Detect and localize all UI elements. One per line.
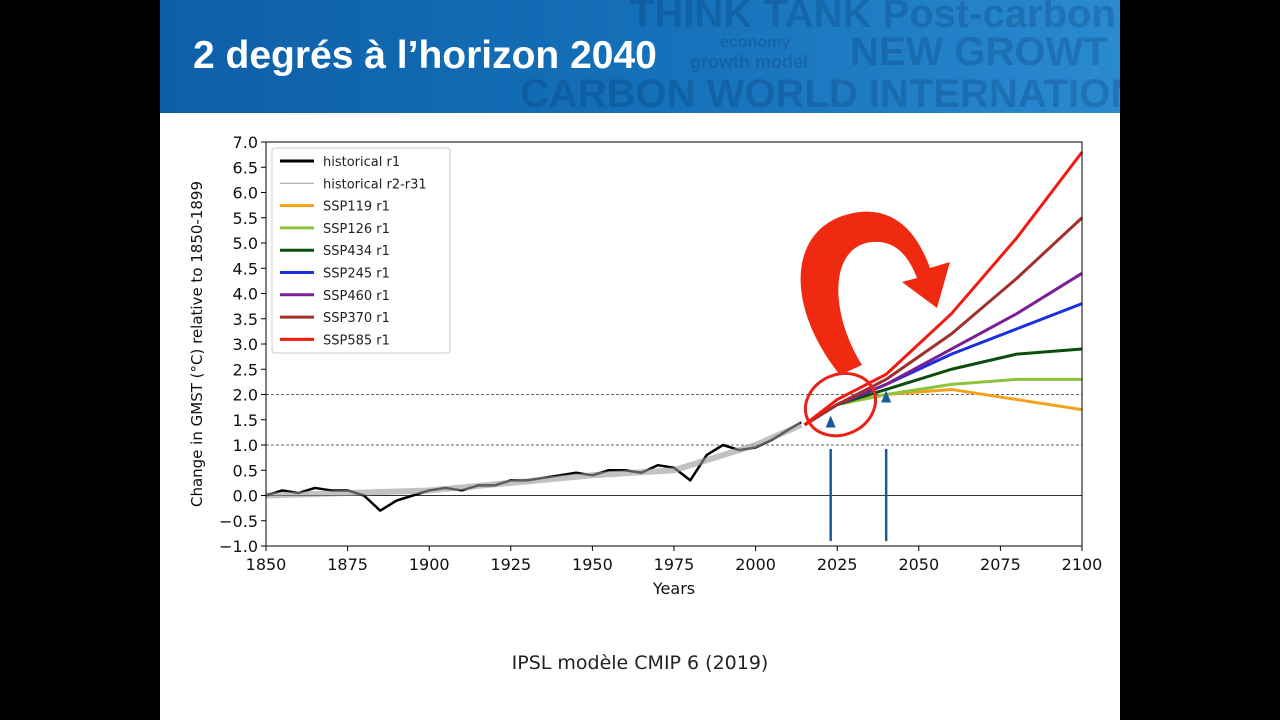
arrow-head-icon <box>825 415 836 428</box>
y-tick-label: 6.0 <box>233 184 258 203</box>
legend-label: SSP370 r1 <box>323 311 390 326</box>
y-tick-label: 3.5 <box>233 310 258 329</box>
series-line-SSP370-r1 <box>803 216 1084 427</box>
x-axis-label: Years <box>652 579 695 598</box>
y-tick-label: 1.0 <box>233 436 258 455</box>
y-tick-label: 7.0 <box>233 133 258 152</box>
watermark-text: NEW GROWT <box>850 30 1108 74</box>
legend-label: SSP245 r1 <box>323 267 390 282</box>
y-tick-label: −1.0 <box>219 537 258 556</box>
x-tick-label: 1850 <box>246 555 287 574</box>
x-tick-label: 1925 <box>490 555 531 574</box>
y-tick-label: 0.0 <box>233 487 258 506</box>
x-tick-label: 1875 <box>327 555 368 574</box>
y-tick-label: 4.0 <box>233 285 258 304</box>
watermark-text: THINK TANK Post-carbon W <box>630 0 1120 36</box>
y-tick-label: 6.5 <box>233 158 258 177</box>
slide-title: 2 degrés à l’horizon 2040 <box>193 34 657 77</box>
watermark-text: growth model <box>690 52 808 72</box>
y-tick-label: 0.5 <box>233 461 258 480</box>
watermark-text: economy <box>720 34 791 51</box>
x-tick-label: 2025 <box>817 555 858 574</box>
y-axis-label: Change in GMST (°C) relative to 1850-189… <box>188 181 206 507</box>
slide-header: THINK TANK Post-carbon W economy NEW GRO… <box>160 0 1120 113</box>
legend-label: SSP585 r1 <box>323 333 390 348</box>
legend-box <box>271 147 451 354</box>
legend-label: SSP434 r1 <box>323 244 390 259</box>
watermark-text: CARBON WORLD INTERNATION <box>520 72 1120 113</box>
slide-caption: IPSL modèle CMIP 6 (2019) <box>511 652 769 674</box>
x-tick-label: 2075 <box>980 555 1021 574</box>
y-tick-label: 4.5 <box>233 259 258 278</box>
y-tick-label: −0.5 <box>219 512 258 531</box>
y-tick-label: 5.5 <box>233 209 258 228</box>
arrow-head-icon <box>881 390 892 403</box>
y-tick-label: 3.0 <box>233 335 258 354</box>
legend-label: SSP460 r1 <box>323 289 390 304</box>
series-line-historical-r2-r31 <box>265 422 803 499</box>
legend-label: historical r1 <box>323 155 400 170</box>
slide: THINK TANK Post-carbon W economy NEW GRO… <box>160 0 1120 720</box>
x-tick-label: 1900 <box>409 555 450 574</box>
highlight-ellipse <box>803 371 877 438</box>
x-tick-label: 2000 <box>735 555 776 574</box>
x-tick-label: 2050 <box>898 555 939 574</box>
x-tick-label: 1950 <box>572 555 613 574</box>
y-tick-label: 2.0 <box>233 386 258 405</box>
y-tick-label: 2.5 <box>233 360 258 379</box>
x-tick-label: 2100 <box>1062 555 1103 574</box>
legend-label: SSP119 r1 <box>323 200 390 215</box>
y-tick-label: 1.5 <box>233 411 258 430</box>
series-line-historical-r1 <box>265 421 802 512</box>
x-tick-label: 1975 <box>654 555 695 574</box>
legend-label: SSP126 r1 <box>323 222 390 237</box>
series-line-SSP585-r1 <box>803 151 1084 426</box>
legend-label: historical r2-r31 <box>323 177 427 192</box>
curved-arrow-icon <box>800 211 950 375</box>
y-tick-label: 5.0 <box>233 234 258 253</box>
chart: 1850 1875 1900 1925 1950 1975 2000 2025 2050 2075… <box>188 133 1103 598</box>
